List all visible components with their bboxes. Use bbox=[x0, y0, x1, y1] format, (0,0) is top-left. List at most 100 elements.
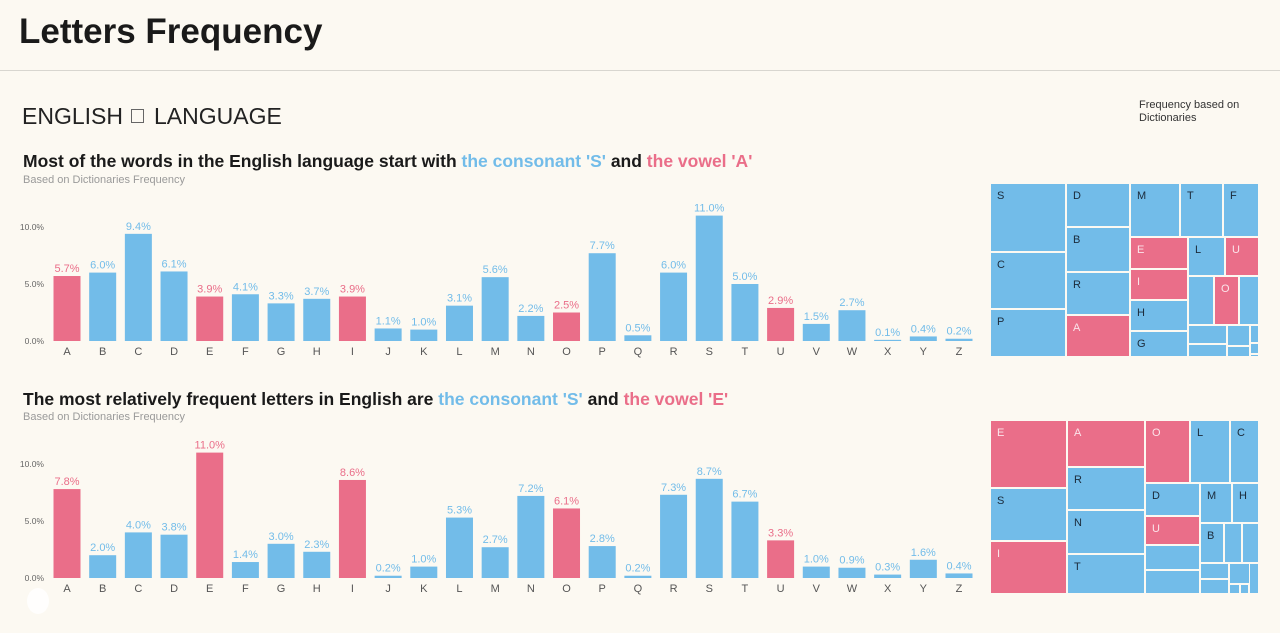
data-label: 8.7% bbox=[697, 466, 722, 478]
data-label: 6.1% bbox=[162, 258, 187, 270]
data-label: 6.1% bbox=[554, 495, 579, 507]
data-label: 2.5% bbox=[554, 300, 579, 312]
treemap-label: B bbox=[1073, 234, 1081, 246]
x-tick-label: Z bbox=[956, 583, 963, 595]
x-tick-label: T bbox=[742, 583, 749, 595]
bar-W bbox=[838, 310, 866, 341]
x-tick-label: O bbox=[562, 583, 571, 595]
data-label: 1.1% bbox=[376, 315, 401, 327]
bar-F bbox=[231, 294, 259, 341]
x-tick-label: Y bbox=[920, 346, 928, 358]
bar-F bbox=[231, 562, 259, 578]
treemap-label: M bbox=[1137, 190, 1147, 202]
x-tick-label: L bbox=[456, 583, 462, 595]
x-tick-label: G bbox=[277, 346, 286, 358]
treemap-cell bbox=[1229, 563, 1250, 584]
bar-E bbox=[196, 452, 224, 578]
treemap-cell: U bbox=[1225, 237, 1259, 276]
title-consonant: the consonant 'S' bbox=[461, 151, 606, 171]
bar-B bbox=[89, 555, 117, 578]
treemap-cell bbox=[1145, 570, 1200, 594]
data-label: 3.3% bbox=[768, 527, 793, 539]
bar-W bbox=[838, 567, 866, 578]
treemap-cell: P bbox=[990, 309, 1066, 357]
bar-U bbox=[767, 540, 795, 578]
x-tick-label: O bbox=[562, 346, 571, 358]
box-icon bbox=[130, 109, 144, 123]
bar-Z bbox=[945, 573, 973, 578]
y-tick-label: 5.0% bbox=[25, 279, 45, 289]
treemap-cell: S bbox=[990, 488, 1067, 541]
y-tick-label: 0.0% bbox=[25, 336, 45, 346]
x-tick-label: Q bbox=[634, 346, 643, 358]
data-label: 3.7% bbox=[304, 286, 329, 298]
treemap-cell bbox=[1229, 584, 1240, 594]
data-label: 3.3% bbox=[269, 290, 294, 302]
x-tick-label: L bbox=[456, 346, 462, 358]
treemap-cell bbox=[1188, 276, 1214, 325]
bar-Y bbox=[909, 559, 937, 578]
x-tick-label: E bbox=[206, 346, 213, 358]
x-tick-label: W bbox=[847, 583, 858, 595]
treemap-cell: U bbox=[1145, 516, 1200, 545]
x-tick-label: J bbox=[385, 583, 391, 595]
treemap-cell: R bbox=[1067, 467, 1145, 510]
treemap-cell bbox=[1242, 523, 1259, 563]
data-label: 1.4% bbox=[233, 549, 258, 561]
treemap-label: C bbox=[1237, 427, 1245, 439]
data-label: 5.6% bbox=[483, 264, 508, 276]
bar-C bbox=[124, 532, 152, 578]
data-label: 0.5% bbox=[625, 322, 650, 334]
bar-H bbox=[303, 298, 331, 341]
treemap-label: H bbox=[1137, 307, 1145, 319]
bar-chart-1: 0.0% 5.0% 10.0% 5.7% A 6.0% B 9.4% C 6.1% D 3.9% E 4.… bbox=[20, 203, 973, 358]
x-tick-label: M bbox=[491, 583, 500, 595]
bar-N bbox=[517, 315, 545, 341]
x-tick-label: G bbox=[277, 583, 286, 595]
x-tick-label: W bbox=[847, 346, 858, 358]
treemap-cell: E bbox=[1130, 237, 1188, 269]
title-consonant: the consonant 'S' bbox=[438, 389, 583, 409]
data-label: 11.0% bbox=[694, 203, 725, 215]
bar-M bbox=[481, 547, 509, 578]
data-label: 2.8% bbox=[590, 533, 615, 545]
treemap-cell: D bbox=[1066, 183, 1130, 227]
logo-icon bbox=[27, 588, 49, 614]
bar-V bbox=[802, 566, 830, 578]
treemap-cell: A bbox=[1066, 315, 1130, 357]
treemap-cell bbox=[1224, 523, 1242, 563]
treemap-cell bbox=[1200, 563, 1229, 579]
treemap-label: H bbox=[1239, 490, 1247, 502]
bar-D bbox=[160, 271, 188, 341]
bar-H bbox=[303, 551, 331, 578]
treemap-cell: L bbox=[1188, 237, 1225, 276]
data-label: 0.2% bbox=[376, 563, 401, 575]
data-label: 0.1% bbox=[875, 327, 900, 339]
language-left: ENGLISH bbox=[22, 103, 123, 129]
treemap-cell: M bbox=[1130, 183, 1180, 237]
bar-T bbox=[731, 501, 759, 578]
bar-R bbox=[660, 272, 688, 341]
data-label: 8.6% bbox=[340, 467, 365, 479]
y-tick-label: 5.0% bbox=[25, 516, 45, 526]
treemap-cell: B bbox=[1066, 227, 1130, 272]
treemap-cell: H bbox=[1232, 483, 1259, 523]
data-label: 5.3% bbox=[447, 505, 472, 517]
bar-G bbox=[267, 543, 295, 578]
title-vowel: the vowel 'E' bbox=[623, 389, 729, 409]
bar-I bbox=[338, 479, 366, 578]
data-label: 0.4% bbox=[911, 323, 936, 335]
data-label: 0.4% bbox=[946, 560, 971, 572]
bar-Z bbox=[945, 338, 973, 341]
language-heading: ENGLISH LANGUAGE bbox=[22, 103, 282, 130]
x-tick-label: H bbox=[313, 346, 321, 358]
x-tick-label: U bbox=[777, 346, 785, 358]
treemap-label: C bbox=[997, 259, 1005, 271]
bar-Q bbox=[624, 335, 652, 341]
y-tick-label: 0.0% bbox=[25, 573, 45, 583]
x-tick-label: F bbox=[242, 346, 249, 358]
language-right: LANGUAGE bbox=[153, 103, 282, 129]
x-tick-label: M bbox=[491, 346, 500, 358]
data-label: 2.2% bbox=[518, 303, 543, 315]
x-tick-label: P bbox=[599, 583, 606, 595]
